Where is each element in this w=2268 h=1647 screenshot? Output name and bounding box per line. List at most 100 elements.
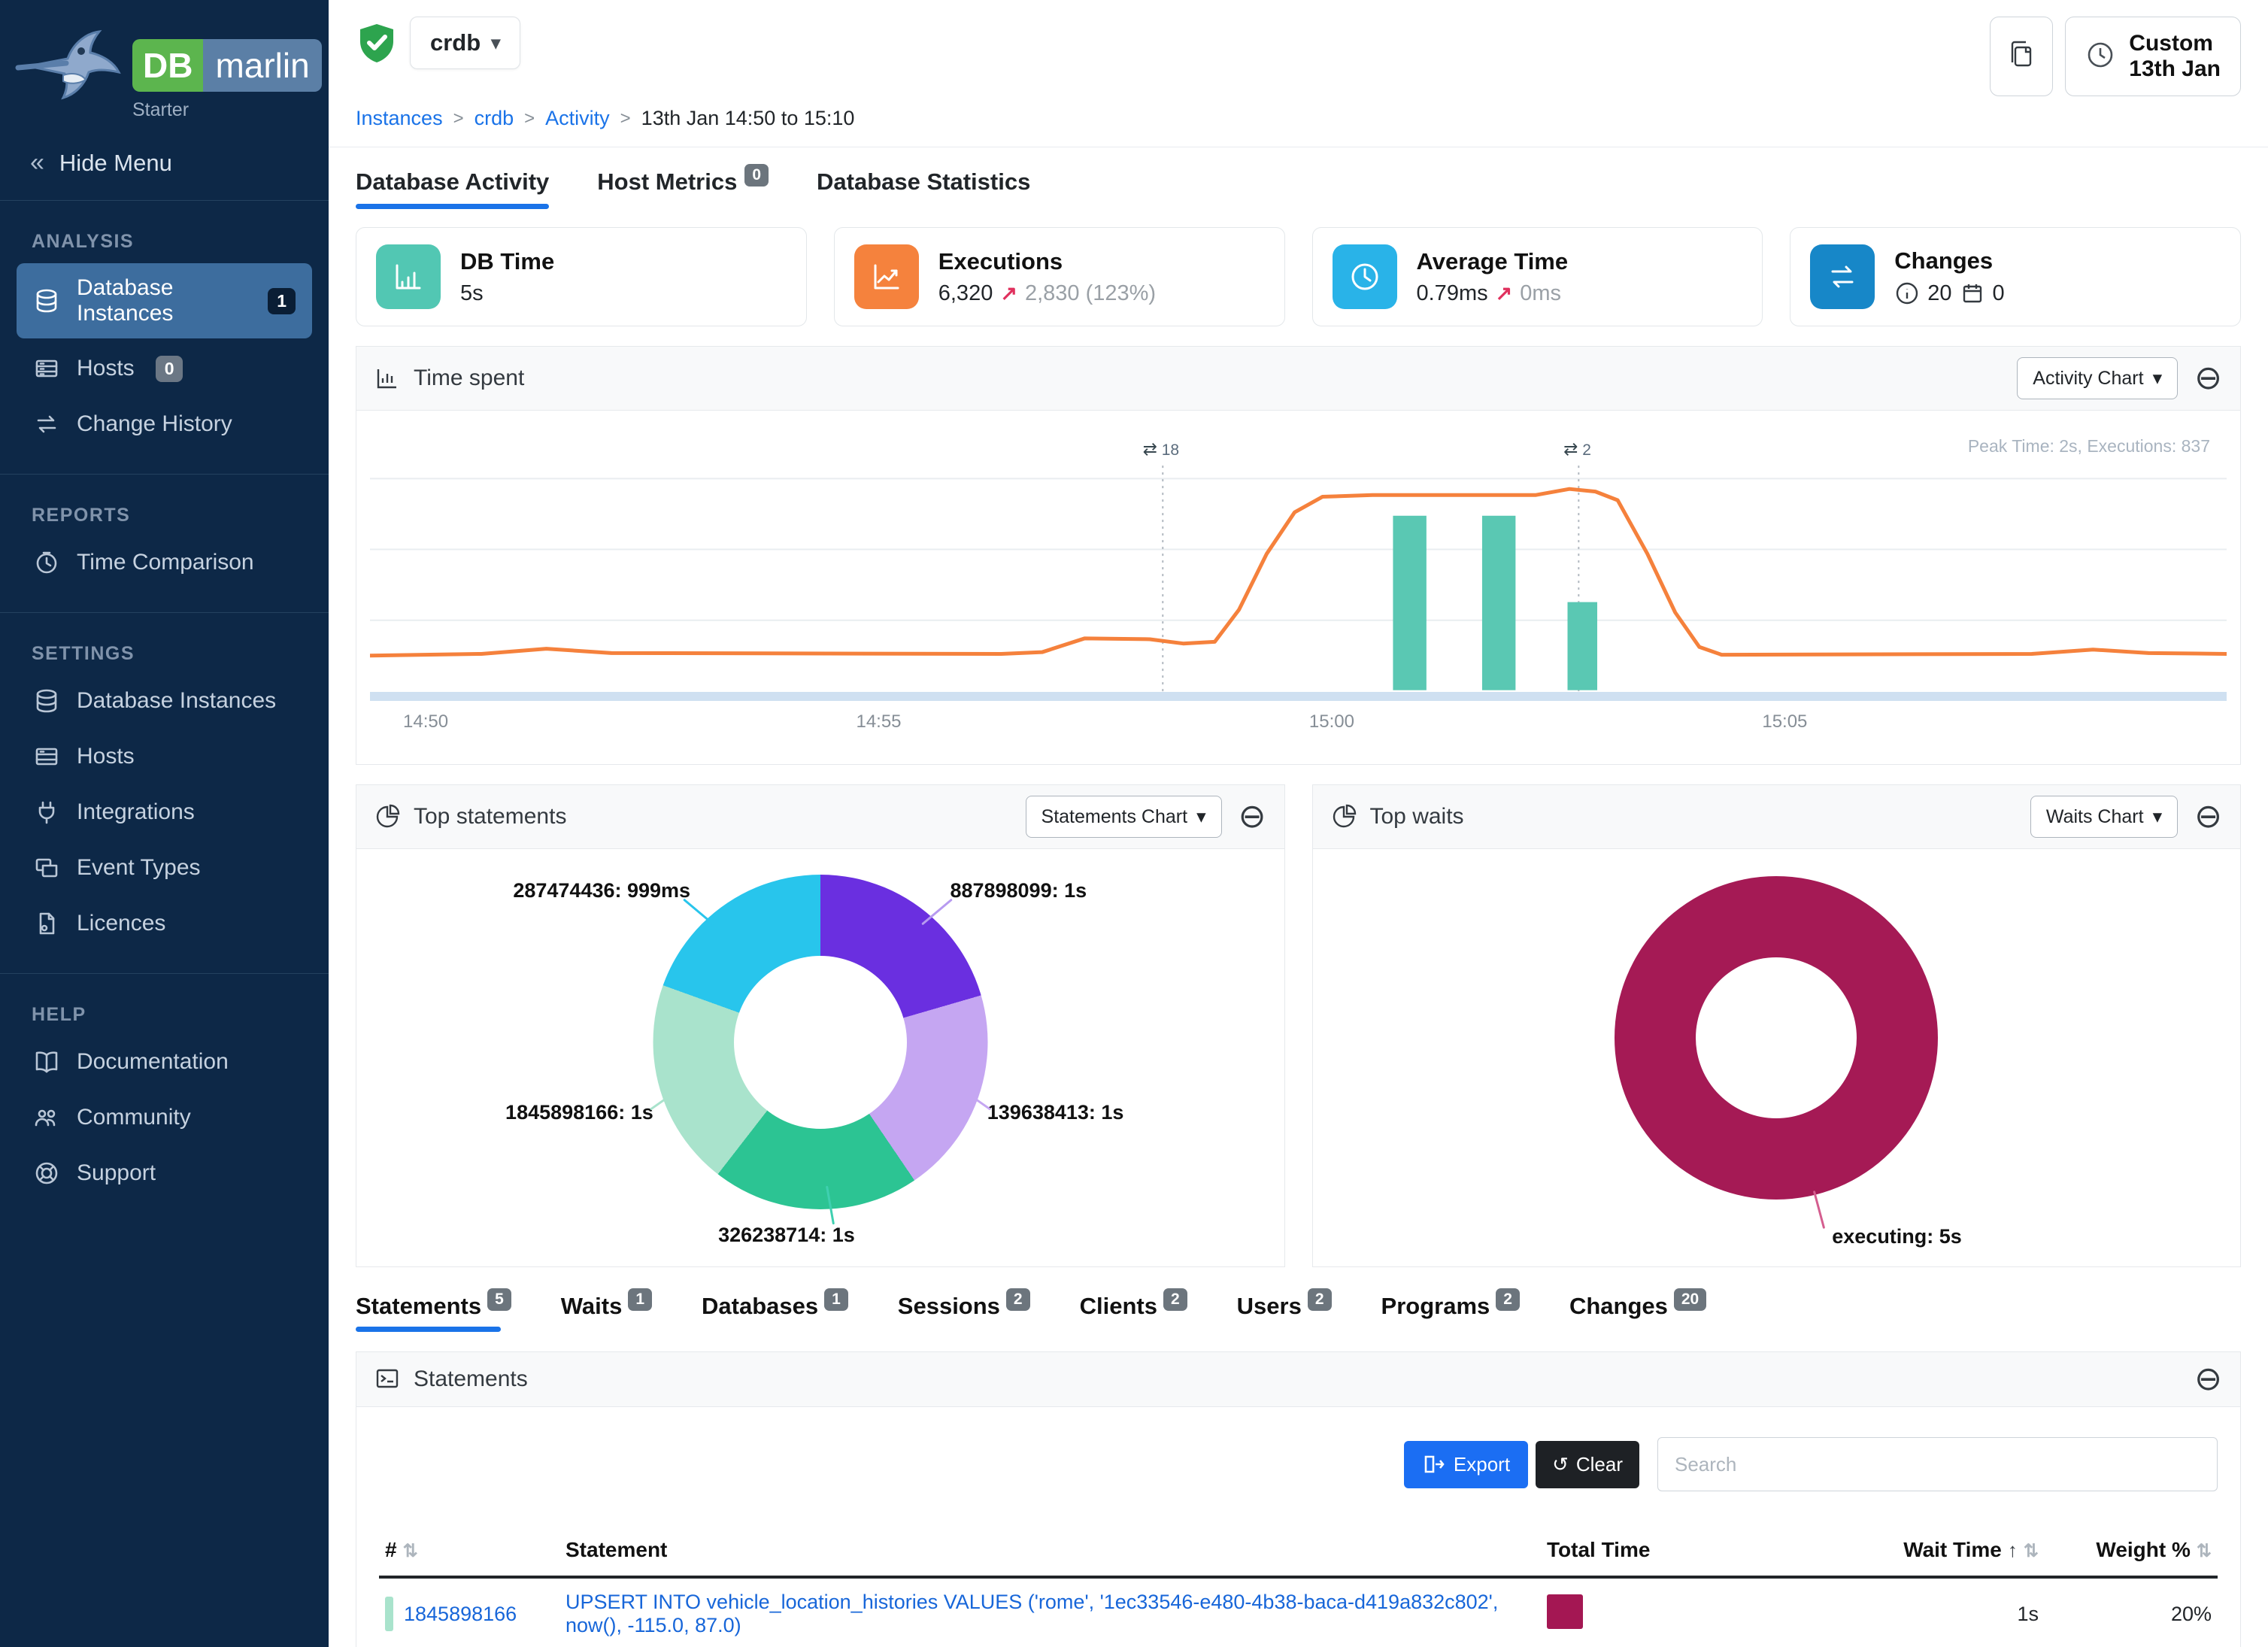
collapse-panel-icon[interactable]: ⊖ — [2194, 359, 2222, 396]
collapse-panel-icon[interactable]: ⊖ — [1238, 798, 1266, 835]
donut-hole — [1696, 957, 1857, 1118]
col-header-total-time[interactable]: Total Time — [1541, 1524, 1691, 1579]
sidebar-item-time-comparison[interactable]: Time Comparison — [17, 537, 312, 588]
col-header-weight[interactable]: Weight % ⇅ — [2045, 1524, 2218, 1579]
activity-chart-selector[interactable]: Activity Chart ▾ — [2017, 357, 2179, 399]
breadcrumb-instances[interactable]: Instances — [356, 107, 443, 129]
pie-chart-icon — [1333, 804, 1356, 828]
count-badge: 0 — [155, 355, 183, 382]
color-chip — [385, 1597, 393, 1631]
tab-label: Sessions — [897, 1293, 1000, 1319]
top-waits-panel: Top waits Waits Chart ▾ ⊖ executing: 5s — [1311, 784, 2241, 1267]
breadcrumb: Instances > crdb > Activity > 13th Jan 1… — [329, 96, 2268, 147]
tab-badge: 20 — [1673, 1288, 1707, 1311]
clock-icon — [33, 549, 60, 576]
sidebar-item-licences[interactable]: Licences — [17, 898, 312, 949]
sidebar-item-change-history[interactable]: Change History — [17, 399, 312, 450]
sidebar-item-integrations[interactable]: Integrations — [17, 787, 312, 838]
tab-badge: 2 — [1005, 1288, 1030, 1311]
document-icon — [33, 910, 60, 937]
donut-label-139638413: 139638413: 1s — [987, 1101, 1124, 1124]
weight-value: 20% — [2045, 1577, 2218, 1647]
chevron-down-icon: ▾ — [491, 32, 501, 53]
caret-down-icon: ▾ — [2152, 806, 2163, 827]
statement-id-link[interactable]: 1845898166 — [404, 1602, 517, 1625]
time-range-mode: Custom — [2129, 30, 2213, 56]
change-marker-label[interactable]: ⇄ 2 — [1563, 439, 1591, 459]
wait-time-value: 1s — [1691, 1577, 2045, 1647]
table-row: 1845898166 UPSERT INTO vehicle_location_… — [379, 1577, 2218, 1647]
clear-button[interactable]: ↺ Clear — [1536, 1440, 1639, 1488]
x-tick: 14:50 — [403, 711, 449, 732]
tab-badge: 1 — [628, 1288, 653, 1311]
card-title: Executions — [938, 247, 1063, 274]
chart-scrollbar[interactable] — [370, 692, 2227, 701]
col-header-wait-time[interactable]: Wait Time ↑ ⇅ — [1691, 1524, 2045, 1579]
x-tick: 14:55 — [856, 711, 902, 732]
trend-up-icon: ↗ — [1000, 281, 1017, 305]
leader-line — [683, 898, 714, 926]
swap-arrows-icon — [1810, 244, 1875, 309]
tab-users[interactable]: Users 2 — [1237, 1288, 1332, 1332]
hide-menu-button[interactable]: « Hide Menu — [0, 129, 329, 201]
selector-label: Statements Chart — [1041, 805, 1188, 827]
selector-label: Activity Chart — [2033, 367, 2144, 389]
breadcrumb-activity[interactable]: Activity — [545, 107, 610, 129]
statement-icon — [376, 1369, 399, 1388]
tab-database-activity[interactable]: Database Activity — [356, 168, 550, 209]
donut-panels: Top statements Statements Chart ▾ ⊖ 2874… — [356, 784, 2241, 1267]
trend-up-icon: ↗ — [1495, 281, 1513, 305]
copy-link-button[interactable] — [1990, 17, 2054, 96]
sidebar-item-hosts-settings[interactable]: Hosts — [17, 731, 312, 782]
breadcrumb-separator: > — [524, 108, 535, 129]
tab-changes[interactable]: Changes 20 — [1569, 1288, 1707, 1332]
breadcrumb-separator: > — [620, 108, 631, 129]
col-header-num[interactable]: # ⇅ — [379, 1524, 559, 1579]
top-statements-panel: Top statements Statements Chart ▾ ⊖ 2874… — [356, 784, 1285, 1267]
sidebar-item-database-instances[interactable]: Database Instances 1 — [17, 263, 312, 338]
collapse-panel-icon[interactable]: ⊖ — [2194, 798, 2222, 835]
topbar: crdb ▾ Custom 13th Jan — [329, 0, 2268, 96]
col-header-statement[interactable]: Statement — [559, 1524, 1541, 1579]
sidebar: DB marlin Starter « Hide Menu ANALYSIS D… — [0, 0, 329, 1647]
collapse-panel-icon[interactable]: ⊖ — [2194, 1360, 2222, 1397]
donut-label-326238714: 326238714: 1s — [718, 1224, 855, 1246]
sidebar-item-event-types[interactable]: Event Types — [17, 842, 312, 893]
tab-waits[interactable]: Waits 1 — [561, 1288, 653, 1332]
waits-chart-selector[interactable]: Waits Chart ▾ — [2030, 796, 2179, 838]
nav-section-reports: REPORTS Time Comparison — [0, 475, 329, 613]
tab-database-statistics[interactable]: Database Statistics — [817, 168, 1030, 209]
tab-label: Databases — [702, 1293, 819, 1319]
statements-chart-selector[interactable]: Statements Chart ▾ — [1025, 796, 1222, 838]
search-input[interactable] — [1657, 1437, 2218, 1491]
export-button[interactable]: Export — [1403, 1440, 1529, 1488]
tab-statements[interactable]: Statements 5 — [356, 1288, 511, 1332]
time-range-button[interactable]: Custom 13th Jan — [2065, 17, 2241, 96]
instance-selector[interactable]: crdb ▾ — [410, 17, 521, 69]
peak-note: Peak Time: 2s, Executions: 837 — [1967, 436, 2210, 456]
sidebar-item-hosts[interactable]: Hosts 0 — [17, 343, 312, 394]
caret-down-icon: ▾ — [1196, 806, 1206, 827]
metric-cards: DB Time 5s Executions 6,320 ↗ 2,830 (123… — [329, 209, 2268, 326]
change-marker-label[interactable]: ⇄ 18 — [1142, 439, 1180, 459]
tab-databases[interactable]: Databases 1 — [702, 1288, 848, 1332]
sidebar-item-label: Database Instances — [77, 688, 277, 713]
tab-label: Statements — [356, 1293, 482, 1319]
tab-programs[interactable]: Programs 2 — [1381, 1288, 1520, 1332]
tab-clients[interactable]: Clients 2 — [1080, 1288, 1187, 1332]
tab-sessions[interactable]: Sessions 2 — [897, 1288, 1030, 1332]
sidebar-item-documentation[interactable]: Documentation — [17, 1036, 312, 1087]
card-average-time: Average Time 0.79ms ↗ 0ms — [1311, 227, 1763, 326]
x-tick: 15:00 — [1308, 711, 1354, 732]
brand-logo: DB marlin Starter — [0, 0, 329, 129]
tab-host-metrics[interactable]: Host Metrics 0 — [597, 164, 769, 209]
statements-table: # ⇅ Statement Total Time Wait Time ↑ ⇅ Weig… — [379, 1524, 2218, 1647]
sidebar-item-community[interactable]: Community — [17, 1092, 312, 1143]
donut-label-1845898166: 1845898166: 1s — [505, 1101, 653, 1124]
sidebar-item-database-instances-settings[interactable]: Database Instances — [17, 675, 312, 726]
statement-link[interactable]: UPSERT INTO vehicle_location_histories V… — [565, 1591, 1499, 1636]
sidebar-item-support[interactable]: Support — [17, 1148, 312, 1199]
breadcrumb-crdb[interactable]: crdb — [474, 107, 514, 129]
tab-label: Host Metrics — [597, 168, 738, 195]
breadcrumb-separator: > — [453, 108, 464, 129]
